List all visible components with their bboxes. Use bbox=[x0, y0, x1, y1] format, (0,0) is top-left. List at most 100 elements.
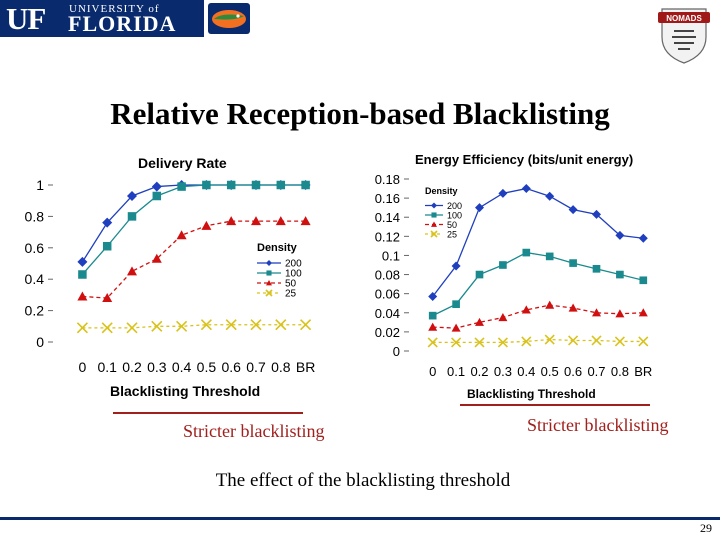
data-point-100 bbox=[301, 180, 310, 190]
data-point-200 bbox=[615, 230, 625, 240]
series-line-25 bbox=[82, 324, 306, 329]
data-point-50 bbox=[475, 317, 484, 326]
series-line-200 bbox=[432, 187, 644, 297]
data-point-50 bbox=[592, 308, 601, 317]
data-point-100 bbox=[177, 182, 186, 191]
data-point-50 bbox=[521, 305, 531, 314]
data-point-25 bbox=[76, 322, 88, 334]
legend-label-100: 100 bbox=[285, 269, 302, 280]
data-point-100 bbox=[251, 180, 261, 190]
legend-marker-200 bbox=[266, 260, 272, 266]
legend-title: Density bbox=[425, 186, 458, 196]
x-tick-label: 0.1 bbox=[97, 359, 117, 375]
legend-marker-25 bbox=[430, 230, 438, 238]
y-tick-label: 0.8 bbox=[25, 208, 45, 224]
data-point-25 bbox=[275, 319, 287, 331]
series-line-100 bbox=[81, 184, 306, 275]
legend-title: Density bbox=[257, 242, 298, 254]
data-point-50 bbox=[127, 266, 137, 276]
series-line-100 bbox=[432, 251, 644, 317]
slide-header: UF UNIVERSITY of FLORIDA bbox=[0, 0, 720, 37]
legend-label-100: 100 bbox=[447, 211, 462, 221]
x-tick-label: 0.2 bbox=[122, 359, 142, 375]
x-tick-label: 0.1 bbox=[447, 364, 465, 379]
x-tick-label: 0.3 bbox=[494, 364, 512, 379]
y-tick-label: 0 bbox=[36, 334, 44, 350]
data-point-200 bbox=[568, 205, 578, 215]
x-tick-label: 0.8 bbox=[271, 359, 291, 375]
data-point-50 bbox=[201, 220, 212, 230]
data-point-50 bbox=[102, 293, 113, 303]
slide-caption: The effect of the blacklisting threshold bbox=[215, 470, 511, 491]
data-point-50 bbox=[275, 216, 286, 226]
data-point-100 bbox=[102, 241, 112, 251]
data-point-100 bbox=[452, 300, 460, 309]
stricter-arrow-right bbox=[460, 404, 650, 406]
series-line-50 bbox=[432, 304, 644, 329]
chart-title: Delivery Rate bbox=[138, 155, 227, 171]
data-point-25 bbox=[176, 320, 188, 332]
data-point-25 bbox=[591, 335, 602, 346]
data-point-25 bbox=[638, 336, 649, 347]
data-point-25 bbox=[250, 319, 262, 331]
data-point-200 bbox=[638, 233, 648, 243]
x-tick-label: 0.5 bbox=[541, 364, 559, 379]
nomads-logo-text: NOMADS bbox=[666, 14, 702, 23]
data-point-200 bbox=[521, 184, 531, 194]
y-tick-label: 0.02 bbox=[375, 325, 400, 340]
x-tick-label: 0.6 bbox=[564, 364, 582, 379]
data-point-100 bbox=[592, 264, 601, 273]
data-point-100 bbox=[428, 311, 437, 320]
data-point-25 bbox=[497, 337, 508, 348]
data-point-25 bbox=[614, 336, 625, 347]
data-point-100 bbox=[276, 180, 286, 190]
data-point-200 bbox=[428, 292, 438, 302]
data-point-50 bbox=[176, 230, 187, 240]
x-tick-label: 0.2 bbox=[470, 364, 488, 379]
data-point-200 bbox=[498, 188, 508, 198]
legend-label-200: 200 bbox=[285, 259, 302, 270]
y-tick-label: 0.2 bbox=[25, 303, 45, 319]
y-tick-label: 0.06 bbox=[375, 287, 400, 302]
data-point-100 bbox=[639, 276, 648, 285]
delivery-rate-chart: Delivery Rate 0 0.2 0.4 0.6 0.8 1 0 0.1 0.2 0.3 0.4… bbox=[25, 155, 316, 399]
data-point-200 bbox=[127, 190, 137, 201]
legend-marker-50 bbox=[266, 280, 272, 286]
series-line-25 bbox=[432, 338, 644, 344]
y-tick-label: 0.08 bbox=[375, 268, 400, 283]
legend-label-50: 50 bbox=[447, 220, 457, 230]
y-tick-label: 1 bbox=[36, 177, 44, 193]
data-point-200 bbox=[451, 261, 461, 271]
data-point-100 bbox=[202, 180, 211, 190]
data-point-100 bbox=[152, 191, 162, 201]
legend-label-25: 25 bbox=[285, 289, 297, 300]
data-point-25 bbox=[225, 319, 237, 331]
data-point-200 bbox=[102, 217, 113, 228]
data-point-50 bbox=[300, 216, 311, 226]
legend-label-25: 25 bbox=[447, 230, 457, 240]
legend-label-200: 200 bbox=[447, 201, 462, 211]
data-point-25 bbox=[568, 335, 579, 346]
legend-marker-50 bbox=[431, 221, 437, 227]
x-tick-label: 0.3 bbox=[147, 359, 167, 375]
legend-marker-25 bbox=[265, 289, 273, 297]
y-tick-label: 0.12 bbox=[375, 229, 400, 244]
data-point-25 bbox=[101, 322, 113, 334]
data-point-50 bbox=[638, 308, 648, 317]
x-axis-title: Blacklisting Threshold bbox=[467, 387, 596, 401]
uf-logo: UF UNIVERSITY of FLORIDA bbox=[0, 0, 204, 37]
x-tick-label: 0.4 bbox=[172, 359, 192, 375]
data-point-50 bbox=[615, 309, 625, 318]
data-point-200 bbox=[475, 203, 484, 213]
chart-title: Energy Efficiency (bits/unit energy) bbox=[415, 152, 633, 167]
y-tick-label: 0.04 bbox=[375, 306, 400, 321]
data-point-100 bbox=[569, 259, 577, 267]
y-tick-label: 0.1 bbox=[382, 248, 400, 263]
data-point-200 bbox=[545, 191, 555, 201]
data-point-100 bbox=[545, 252, 554, 261]
data-point-50 bbox=[498, 313, 508, 322]
data-point-25 bbox=[521, 336, 532, 347]
data-point-100 bbox=[499, 261, 507, 269]
x-tick-label: 0.7 bbox=[587, 364, 605, 379]
data-point-50 bbox=[428, 322, 438, 331]
